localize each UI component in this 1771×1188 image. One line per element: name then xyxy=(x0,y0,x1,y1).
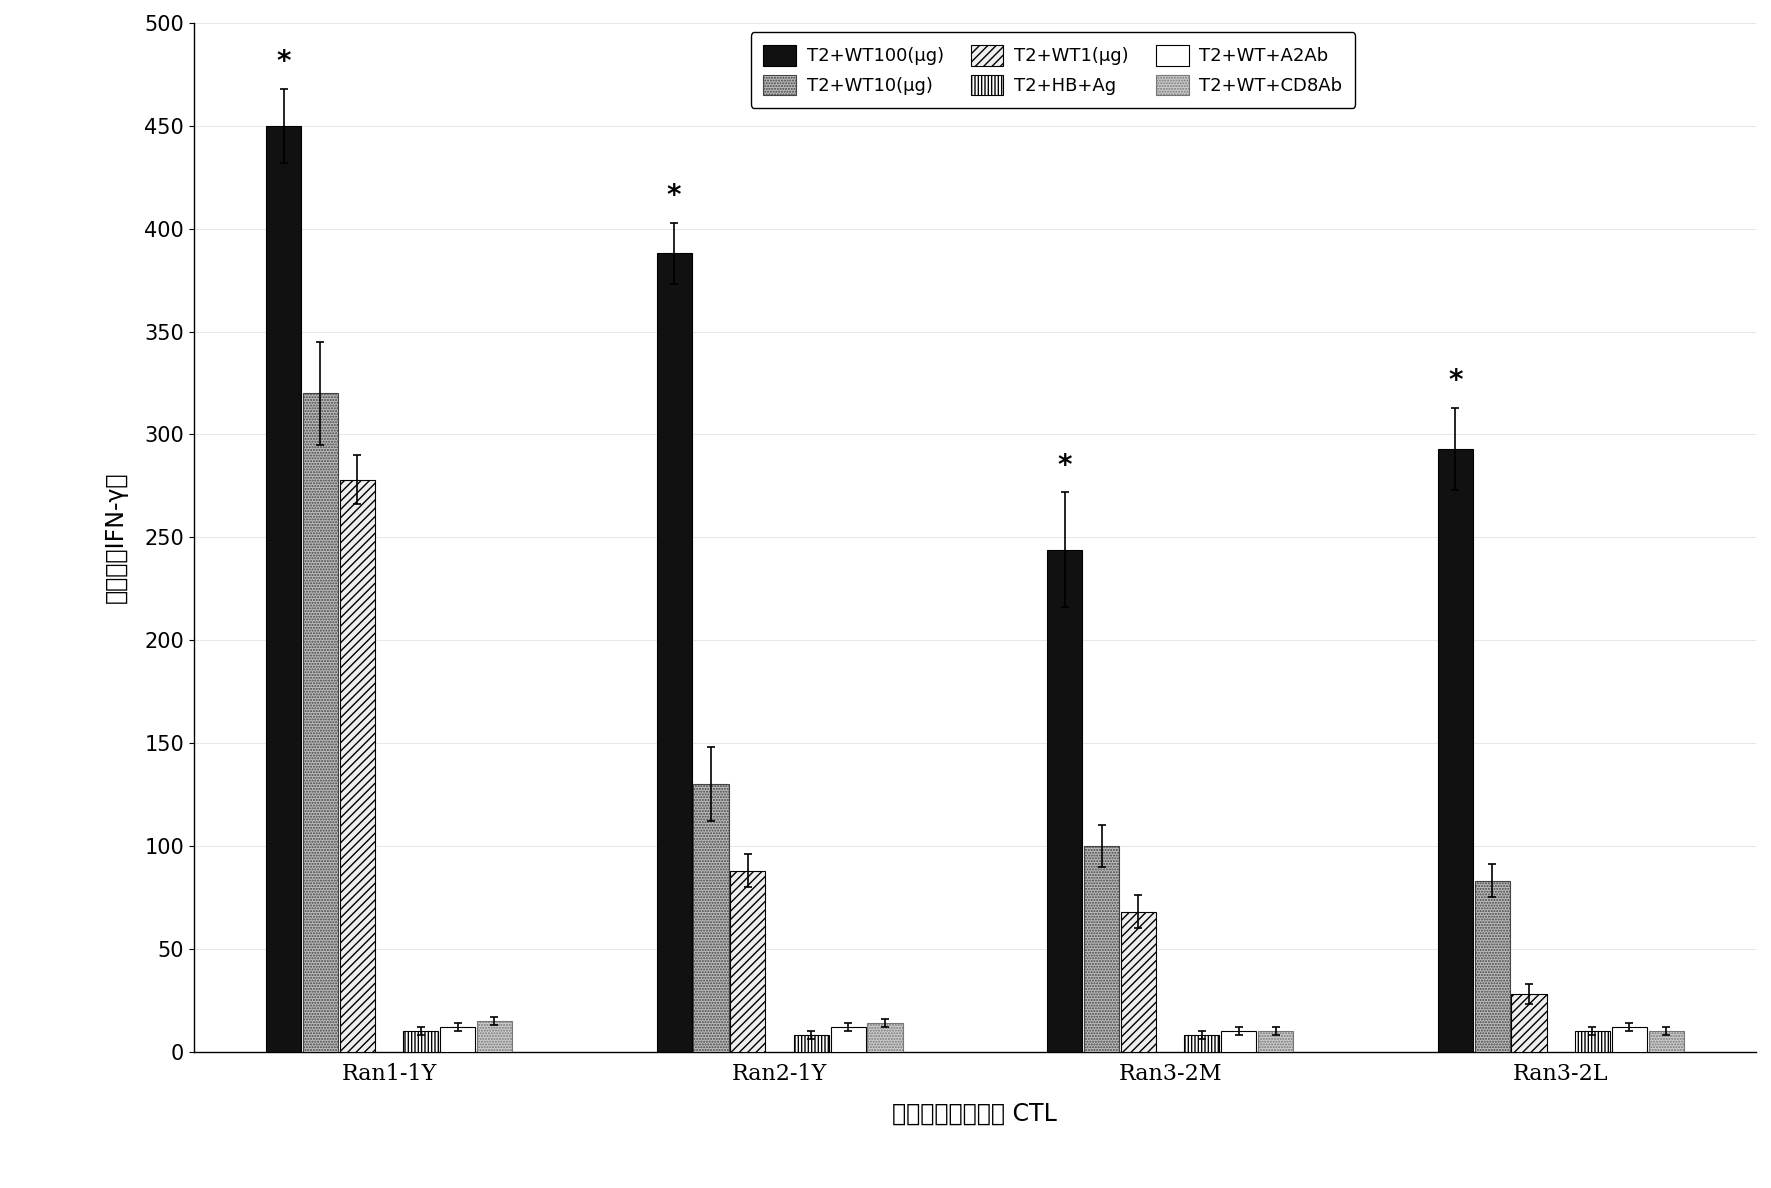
Text: *: * xyxy=(1449,367,1463,396)
Bar xyxy=(340,480,375,1051)
Bar xyxy=(1121,912,1156,1051)
Bar xyxy=(793,1035,829,1051)
Bar xyxy=(657,253,692,1051)
Bar xyxy=(1612,1026,1647,1051)
Bar xyxy=(1649,1031,1684,1051)
Bar xyxy=(1220,1031,1256,1051)
Text: *: * xyxy=(668,182,682,210)
Bar xyxy=(1574,1031,1610,1051)
Bar xyxy=(476,1020,512,1051)
Text: *: * xyxy=(1057,451,1071,480)
Bar xyxy=(404,1031,437,1051)
Bar xyxy=(730,871,765,1051)
Bar xyxy=(266,126,301,1051)
Y-axis label: 斟点数（IFN-γ）: 斟点数（IFN-γ） xyxy=(103,472,128,604)
Legend: T2+WT100(μg), T2+WT10(μg), T2+WT1(μg), T2+HB+Ag, T2+WT+A2Ab, T2+WT+CD8Ab: T2+WT100(μg), T2+WT10(μg), T2+WT1(μg), T… xyxy=(751,32,1355,108)
Bar xyxy=(694,784,728,1051)
Bar xyxy=(1084,846,1119,1051)
Text: *: * xyxy=(276,49,290,76)
Bar xyxy=(1438,449,1473,1051)
Bar xyxy=(1511,994,1546,1051)
Bar xyxy=(1475,881,1509,1051)
Bar xyxy=(1185,1035,1220,1051)
Bar xyxy=(439,1026,475,1051)
Bar xyxy=(1257,1031,1293,1051)
Bar xyxy=(868,1023,903,1051)
Bar xyxy=(303,393,338,1051)
Bar xyxy=(831,1026,866,1051)
Bar xyxy=(1047,550,1082,1051)
X-axis label: 表位诱导的特异性 CTL: 表位诱导的特异性 CTL xyxy=(893,1101,1057,1125)
